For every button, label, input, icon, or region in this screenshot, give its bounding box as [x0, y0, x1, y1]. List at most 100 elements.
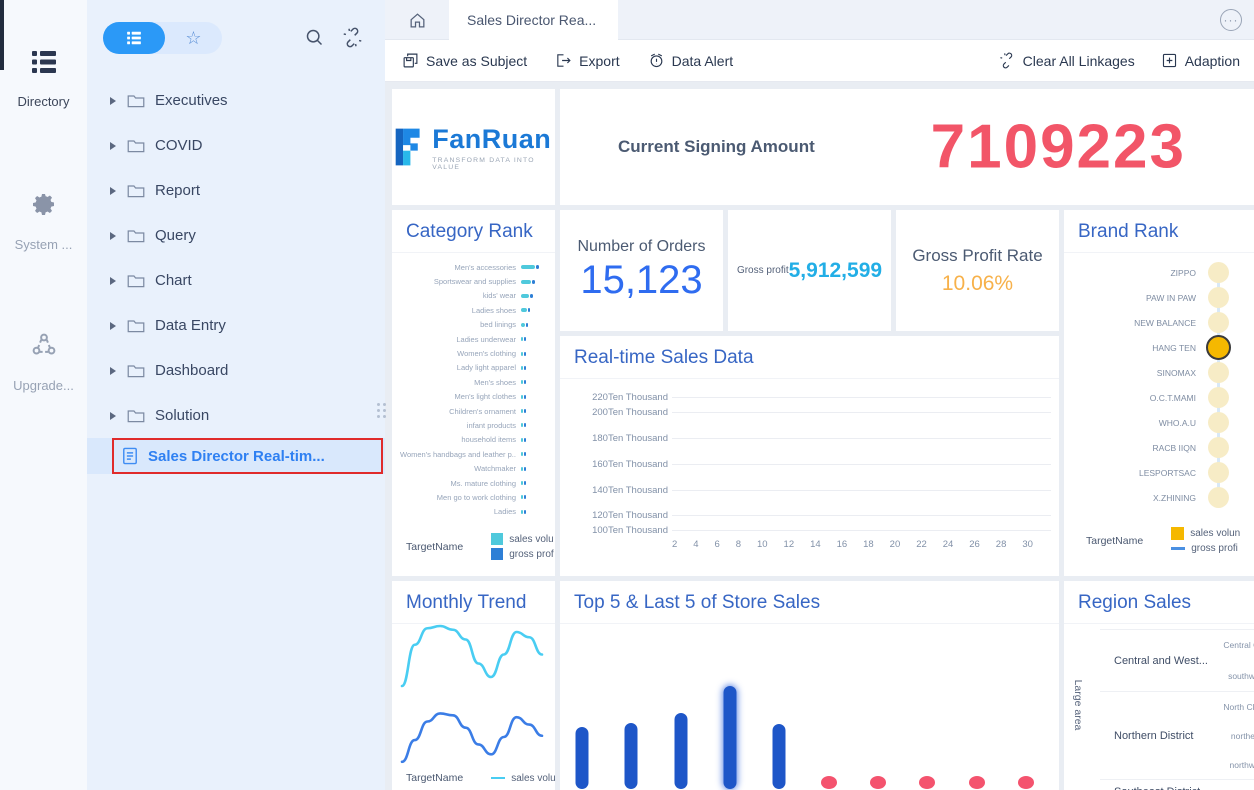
tree-folder-data-entry[interactable]: Data Entry	[87, 303, 385, 348]
tree-folder-chart[interactable]: Chart	[87, 258, 385, 303]
sales-bar[interactable]	[521, 337, 523, 342]
sales-bar[interactable]	[521, 351, 523, 356]
category-rank-row[interactable]: Children's ornament	[400, 404, 547, 418]
brand-dot[interactable]	[1208, 387, 1229, 408]
brand-dot[interactable]	[1208, 437, 1229, 458]
gross-bar[interactable]	[524, 351, 526, 356]
sales-bar[interactable]	[521, 495, 523, 500]
region-group-row[interactable]: Northern District North Chin northeas no…	[1100, 691, 1254, 779]
category-rank-row[interactable]: Women's clothing	[400, 346, 547, 360]
gross-bar[interactable]	[524, 437, 526, 442]
category-rank-row[interactable]: Women's handbags and leather p...	[400, 447, 547, 461]
gross-bar[interactable]	[524, 509, 526, 514]
caret-right-icon[interactable]	[110, 321, 116, 330]
sales-bar[interactable]	[521, 279, 531, 284]
store-bar[interactable]	[869, 776, 886, 789]
caret-right-icon[interactable]	[110, 276, 116, 285]
tree-folder-solution[interactable]: Solution	[87, 393, 385, 438]
brand-dot[interactable]	[1208, 262, 1229, 283]
tree-folder-executives[interactable]: Executives	[87, 78, 385, 123]
category-rank-row[interactable]: kids' wear	[400, 289, 547, 303]
sales-bar[interactable]	[521, 423, 523, 428]
store-bar[interactable]	[968, 776, 985, 789]
caret-right-icon[interactable]	[110, 141, 116, 150]
sales-bar[interactable]	[521, 409, 523, 414]
store-bar[interactable]	[919, 776, 936, 789]
brand-dot[interactable]	[1208, 487, 1229, 508]
sales-bar[interactable]	[521, 380, 523, 385]
category-rank-row[interactable]: Men's shoes	[400, 375, 547, 389]
category-rank-row[interactable]: Ladies	[400, 505, 547, 519]
brand-dot[interactable]	[1206, 335, 1231, 360]
region-group-row[interactable]: Southeast District Sh	[1100, 779, 1254, 790]
brand-rank-row[interactable]: NEW BALANCE	[1064, 310, 1254, 335]
brand-rank-row[interactable]: X.ZHINING	[1064, 485, 1254, 510]
category-rank-row[interactable]: Men go to work clothing	[400, 490, 547, 504]
tree-view-button[interactable]	[103, 22, 165, 54]
category-rank-row[interactable]: Ms. mature clothing	[400, 476, 547, 490]
category-rank-row[interactable]: Watchmaker	[400, 461, 547, 475]
tree-folder-query[interactable]: Query	[87, 213, 385, 258]
brand-rank-row[interactable]: RACB IIQN	[1064, 435, 1254, 460]
caret-right-icon[interactable]	[110, 186, 116, 195]
sales-bar[interactable]	[521, 437, 523, 442]
sales-bar[interactable]	[521, 466, 523, 471]
store-bar[interactable]	[575, 727, 589, 789]
sales-bar[interactable]	[521, 509, 523, 514]
store-bar[interactable]	[674, 713, 688, 789]
brand-dot[interactable]	[1208, 462, 1229, 483]
export-button[interactable]: Export	[555, 52, 620, 69]
region-group-row[interactable]: Central and West... Central Ch southwes	[1100, 629, 1254, 691]
save-as-subject-button[interactable]: Save as Subject	[402, 52, 527, 69]
sales-bar[interactable]	[521, 394, 523, 399]
favorites-button[interactable]: ☆	[165, 22, 222, 54]
sales-line[interactable]	[400, 624, 544, 688]
category-rank-row[interactable]: Men's light clothes	[400, 390, 547, 404]
clear-all-linkages-button[interactable]: Clear All Linkages	[999, 52, 1135, 69]
brand-rank-row[interactable]: SINOMAX	[1064, 360, 1254, 385]
brand-dot[interactable]	[1208, 362, 1229, 383]
category-rank-row[interactable]: Sportswear and supplies	[400, 274, 547, 288]
caret-right-icon[interactable]	[110, 231, 116, 240]
home-button[interactable]	[385, 0, 449, 40]
gross-bar[interactable]	[524, 365, 526, 370]
gross-bar[interactable]	[528, 308, 530, 313]
brand-rank-row[interactable]: ZIPPO	[1064, 260, 1254, 285]
brand-rank-row[interactable]: PAW IN PAW	[1064, 285, 1254, 310]
brand-dot[interactable]	[1208, 312, 1229, 333]
tab-sales-director[interactable]: Sales Director Rea...	[449, 0, 618, 40]
gross-bar[interactable]	[532, 279, 535, 284]
store-bar[interactable]	[820, 776, 837, 789]
brand-dot[interactable]	[1208, 287, 1229, 308]
store-bar[interactable]	[723, 686, 737, 789]
gross-bar[interactable]	[524, 423, 526, 428]
gross-bar[interactable]	[524, 466, 526, 471]
brand-rank-row[interactable]: O.C.T.MAMI	[1064, 385, 1254, 410]
category-rank-row[interactable]: bed linings	[400, 318, 547, 332]
caret-right-icon[interactable]	[110, 411, 116, 420]
gross-bar[interactable]	[536, 265, 539, 270]
sales-bar[interactable]	[521, 322, 525, 327]
brand-dot[interactable]	[1208, 412, 1229, 433]
rail-item-directory[interactable]: Directory	[0, 0, 87, 109]
tree-folder-covid[interactable]: COVID	[87, 123, 385, 168]
tree-folder-dashboard[interactable]: Dashboard	[87, 348, 385, 393]
category-rank-row[interactable]: Lady light apparel	[400, 361, 547, 375]
sales-bar[interactable]	[521, 293, 529, 298]
gross-bar[interactable]	[524, 452, 526, 457]
store-bar[interactable]	[624, 723, 638, 789]
panel-resize-handle[interactable]	[377, 403, 389, 423]
store-bar[interactable]	[1017, 776, 1034, 789]
category-rank-row[interactable]: household items	[400, 433, 547, 447]
category-rank-row[interactable]: infant products	[400, 418, 547, 432]
sales-bar[interactable]	[521, 308, 527, 313]
more-options-button[interactable]: ···	[1220, 9, 1242, 31]
brand-rank-row[interactable]: LESPORTSAC	[1064, 460, 1254, 485]
realtime-sales-chart[interactable]: 220Ten Thousand 200Ten Thousand 180Ten T…	[560, 381, 1051, 576]
gross-bar[interactable]	[524, 409, 526, 414]
store-bar[interactable]	[772, 724, 786, 789]
caret-right-icon[interactable]	[110, 96, 116, 105]
sales-bar[interactable]	[521, 481, 523, 486]
category-rank-row[interactable]: Ladies underwear	[400, 332, 547, 346]
tree-item-sales-director[interactable]: Sales Director Real-tim...	[87, 438, 385, 474]
